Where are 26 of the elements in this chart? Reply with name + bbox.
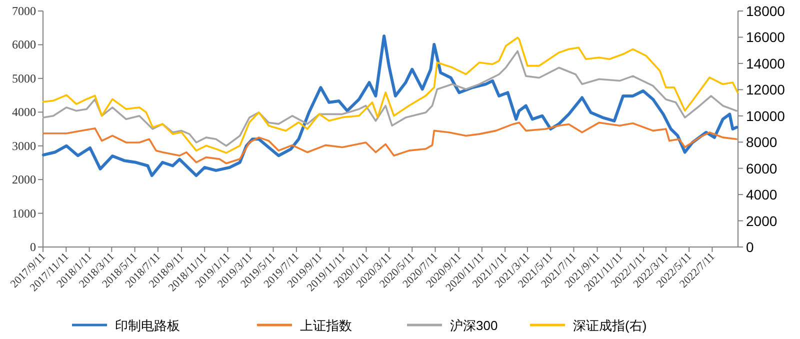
y2-tick-label: 2000 <box>746 212 778 229</box>
legend-label: 上证指数 <box>300 318 352 333</box>
line-series <box>42 36 739 154</box>
y-tick-label: 4000 <box>12 105 36 120</box>
legend-label: 印制电路板 <box>115 318 180 333</box>
y2-tick-label: 6000 <box>746 160 778 176</box>
y-tick-label: 1000 <box>12 206 36 220</box>
y-tick-label: 3000 <box>12 138 36 153</box>
y2-tick-label: 4000 <box>746 186 778 203</box>
y2-tick-label: 16000 <box>746 29 786 46</box>
line-series <box>42 34 738 178</box>
y2-tick-label: 8000 <box>746 134 778 150</box>
y-tick-label: 6000 <box>12 38 36 52</box>
y-tick-label: 5000 <box>12 71 36 86</box>
legend-label: 深证成指(右) <box>573 318 647 333</box>
legend-label: 沪深300 <box>450 318 498 333</box>
y2-tick-label: 14000 <box>746 55 786 72</box>
line-series <box>42 122 738 164</box>
y-tick-label: 7000 <box>12 4 36 18</box>
y2-tick-label: 10000 <box>746 108 786 124</box>
y2-tick-label: 0 <box>746 239 754 255</box>
line-series <box>42 50 738 147</box>
y2-tick-label: 18000 <box>746 3 786 19</box>
y2-tick-label: 12000 <box>746 82 786 98</box>
y-tick-label: 2000 <box>12 172 36 187</box>
y-tick-label: 0 <box>30 240 36 254</box>
